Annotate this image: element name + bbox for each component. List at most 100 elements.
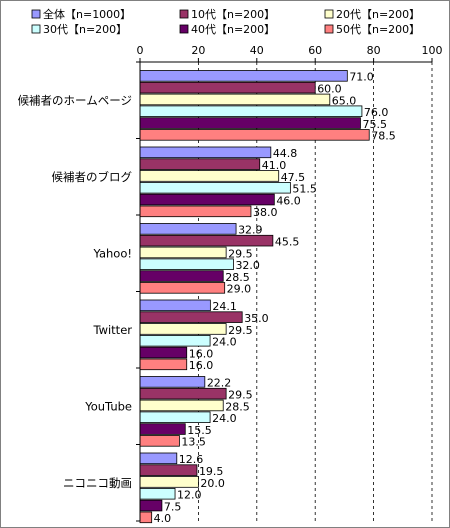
bar-0-3 — [139, 105, 363, 118]
labels: 71.0 60.065.0 76.075.578.5 候補者のホームページ 44.841… — [18, 71, 396, 526]
bar-2-2 — [139, 246, 227, 259]
bar-4-3 — [139, 411, 211, 423]
bar-5-5 — [139, 511, 153, 524]
legend-label-5: 50代【n=200】 — [336, 23, 420, 36]
bar-1-5 — [139, 205, 252, 218]
bar-2-5 — [139, 282, 226, 294]
bar-1-1 — [139, 158, 261, 170]
value-label-5-2: 20.0 — [200, 477, 225, 490]
category-label-4: YouTube — [84, 399, 132, 413]
value-label-3-4: 16.0 — [189, 347, 214, 360]
bar-3-1 — [139, 311, 243, 323]
value-label-2-4: 28.5 — [225, 271, 250, 284]
value-label-1-4: 46.0 — [276, 194, 301, 207]
bar-5-2 — [139, 476, 199, 488]
value-label-3-2: 29.5 — [228, 324, 253, 337]
legend-swatch-3 — [31, 24, 41, 34]
legend-swatch-5 — [324, 24, 334, 34]
bar-4-1 — [139, 387, 227, 400]
bar-1-3 — [139, 181, 291, 194]
x-tick-label-2: 40 — [250, 44, 264, 57]
bar-0-5 — [139, 129, 370, 141]
legend-swatch-1 — [179, 9, 189, 19]
value-label-0-2: 65.0 — [332, 94, 357, 107]
value-label-0-4: 75.5 — [362, 118, 387, 131]
bar-3-5 — [139, 358, 188, 371]
legend-label-0: 全体【n=1000】 — [43, 7, 131, 21]
bar-1-4 — [139, 193, 275, 206]
bar-5-3 — [139, 487, 176, 500]
bar-1-2 — [139, 170, 280, 182]
value-label-5-3: 12.0 — [177, 489, 202, 502]
legend-swatch-4 — [179, 24, 189, 34]
value-label-3-0: 24.1 — [212, 300, 237, 313]
value-label-0-5: 78.5 — [371, 130, 396, 143]
category-label-3: Twitter — [92, 323, 132, 337]
bar-4-0 — [139, 376, 206, 388]
legend-label-2: 20代【n=200】 — [336, 8, 420, 21]
value-label-0-1: 60.0 — [317, 83, 342, 96]
bar-4-4 — [139, 423, 186, 435]
value-label-5-5: 4.0 — [154, 512, 172, 525]
bar-0-4 — [139, 117, 361, 129]
bar-3-3 — [139, 334, 211, 347]
value-label-0-0: 71.0 — [349, 71, 374, 84]
bar-2-4 — [139, 270, 224, 282]
value-label-4-1: 29.5 — [228, 389, 253, 402]
category-label-2: Yahoo! — [93, 246, 132, 260]
x-tick-label-0: 0 — [137, 44, 144, 57]
bar-3-2 — [139, 323, 227, 335]
bar-3-0 — [139, 299, 211, 312]
value-label-0-3: 76.0 — [364, 106, 389, 119]
value-label-4-0: 22.2 — [207, 377, 232, 390]
value-label-2-0: 32.9 — [238, 224, 263, 237]
value-label-3-1: 35.0 — [244, 312, 269, 325]
value-label-5-1: 19.5 — [199, 465, 224, 478]
value-label-3-3: 24.0 — [212, 336, 237, 349]
value-label-2-2: 29.5 — [228, 247, 253, 260]
bar-0-1 — [139, 81, 316, 94]
x-tick-label-5: 100 — [422, 44, 443, 57]
value-label-4-2: 28.5 — [225, 400, 250, 413]
legend: 全体【n=1000】 10代【n=200】 20代【n=200】 30代【n=200】… — [31, 7, 420, 36]
value-label-2-3: 32.0 — [235, 259, 260, 272]
category-label-1: 候補者のブログ — [52, 170, 133, 184]
value-label-1-3: 51.5 — [292, 183, 317, 196]
legend-swatch-0 — [31, 9, 41, 19]
category-label-0: 候補者のホームページ — [18, 93, 132, 107]
bar-3-4 — [139, 346, 188, 359]
value-label-3-5: 16.0 — [189, 359, 214, 372]
bar-2-1 — [139, 234, 274, 247]
bar-1-0 — [139, 146, 272, 159]
bar-5-4 — [139, 499, 163, 512]
bar-2-3 — [139, 258, 234, 270]
bar-5-0 — [139, 452, 178, 465]
legend-label-1: 10代【n=200】 — [191, 8, 275, 21]
value-label-1-0: 44.8 — [273, 147, 298, 160]
bars — [139, 70, 370, 524]
value-label-1-2: 47.5 — [281, 171, 306, 184]
value-label-1-1: 41.0 — [262, 159, 287, 172]
value-label-4-3: 24.0 — [212, 412, 237, 425]
bar-0-2 — [139, 93, 331, 106]
value-label-5-0: 12.6 — [179, 453, 204, 466]
legend-label-4: 40代【n=200】 — [191, 23, 275, 36]
axes: 0 20 40 60 80 100 — [136, 44, 443, 522]
bar-2-0 — [139, 223, 237, 235]
value-label-2-1: 45.5 — [275, 236, 300, 249]
bar-4-2 — [139, 399, 224, 412]
x-tick-label-1: 20 — [191, 44, 205, 57]
bar-4-5 — [139, 435, 180, 447]
x-tick-label-3: 60 — [308, 44, 322, 57]
bar-0-0 — [139, 70, 348, 82]
value-label-4-5: 13.5 — [181, 436, 206, 449]
value-label-2-5: 29.0 — [227, 283, 252, 296]
category-label-5: ニコニコ動画 — [63, 476, 132, 490]
x-tick-label-4: 80 — [367, 44, 381, 57]
value-label-5-4: 7.5 — [164, 500, 182, 513]
value-label-4-4: 15.5 — [187, 424, 212, 437]
legend-label-3: 30代【n=200】 — [43, 23, 127, 36]
value-label-1-5: 38.0 — [253, 206, 278, 219]
bar-5-1 — [139, 464, 198, 476]
